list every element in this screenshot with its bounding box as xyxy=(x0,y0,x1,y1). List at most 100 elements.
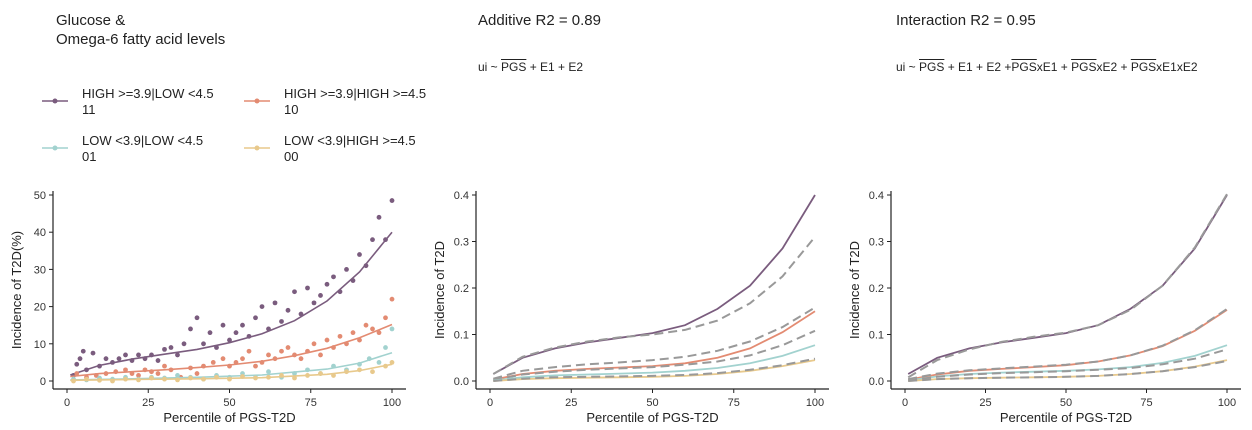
x-tick-label: 50 xyxy=(223,397,235,409)
data-point-11 xyxy=(279,319,284,324)
model-line-11 xyxy=(492,236,816,375)
legend-key-11 xyxy=(42,98,68,104)
legend-label-00: LOW <3.9|HIGH >=4.5 xyxy=(284,133,416,148)
formula-prefix: ui ~ xyxy=(478,60,502,74)
legend-label-11: HIGH >=3.9|LOW <4.5 xyxy=(82,86,214,101)
data-point-11 xyxy=(305,285,310,291)
data-point-10 xyxy=(389,296,395,302)
data-point-10 xyxy=(266,352,271,358)
panel-additive: Additive R2 = 0.89 ui ~ PGS + E1 + E2 0.… xyxy=(420,0,840,430)
data-point-01 xyxy=(175,373,180,378)
data-point-10 xyxy=(337,333,343,339)
formula-pgs-3: PGS xyxy=(1071,60,1097,74)
data-point-11 xyxy=(233,330,239,336)
panel-title-interaction: Interaction R2 = 0.95 xyxy=(896,12,1036,29)
panel-interaction: Interaction R2 = 0.95 ui ~ PGS + E1 + E2… xyxy=(836,0,1252,430)
data-point-11 xyxy=(175,352,180,358)
data-point-11 xyxy=(227,337,232,343)
data-point-10 xyxy=(253,363,258,369)
formula-additive: ui ~ PGS + E1 + E2 xyxy=(478,60,583,74)
formula-part2: xE1 + xyxy=(1036,60,1072,74)
formula-part3: xE2 + xyxy=(1096,60,1131,74)
legend-key-00 xyxy=(244,145,270,151)
x-tick-label: 75 xyxy=(305,397,317,409)
data-point-11 xyxy=(253,315,258,321)
y-tick-label: 0.0 xyxy=(869,376,884,388)
data-point-10 xyxy=(220,356,226,362)
x-axis-label: Percentile of PGS-T2D xyxy=(163,410,295,425)
data-point-10 xyxy=(210,360,216,365)
y-axis-label: Incidence of T2D xyxy=(432,241,447,339)
data-point-10 xyxy=(363,322,369,328)
data-point-10 xyxy=(279,348,284,354)
data-point-11 xyxy=(201,341,206,347)
data-point-11 xyxy=(324,281,330,287)
data-point-10 xyxy=(194,371,200,376)
data-point-11 xyxy=(370,237,375,243)
data-point-11 xyxy=(80,348,86,354)
data-point-11 xyxy=(90,350,96,356)
data-point-00 xyxy=(188,375,193,381)
data-point-11 xyxy=(155,358,161,363)
data-point-11 xyxy=(77,356,83,362)
legend-code-11: 11 xyxy=(82,102,96,117)
legend-item-11: HIGH >=3.9|LOW <4.5 11 xyxy=(40,86,250,126)
data-point-10 xyxy=(155,371,161,376)
x-tick-label: 0 xyxy=(902,397,908,409)
data-point-11 xyxy=(220,322,226,328)
y-tick-label: 0.4 xyxy=(454,190,469,202)
y-tick-label: 0.3 xyxy=(454,237,469,249)
legend-label-01: LOW <3.9|LOW <4.5 xyxy=(82,133,204,148)
data-point-11 xyxy=(123,352,128,358)
legend-item-01: LOW <3.9|LOW <4.5 01 xyxy=(40,133,250,173)
data-point-11 xyxy=(103,356,109,362)
data-point-10 xyxy=(123,367,128,373)
data-point-11 xyxy=(318,293,323,298)
fit-line-10 xyxy=(70,323,393,378)
data-point-10 xyxy=(376,330,382,336)
data-point-11 xyxy=(285,307,291,313)
data-point-10 xyxy=(285,345,291,350)
data-point-11 xyxy=(272,300,278,306)
legend-key-10 xyxy=(244,98,270,104)
observed-line-11 xyxy=(492,194,816,375)
data-point-11 xyxy=(181,341,187,347)
x-tick-label: 50 xyxy=(646,397,658,409)
model-line-10 xyxy=(908,308,1228,381)
x-tick-label: 75 xyxy=(1140,397,1152,409)
data-point-11 xyxy=(188,326,193,332)
y-tick-label: 0.3 xyxy=(869,237,884,249)
observed-line-01 xyxy=(493,344,816,382)
data-point-10 xyxy=(383,315,388,321)
formula-part1: + E1 + E2 + xyxy=(944,60,1012,74)
data-point-00 xyxy=(389,360,395,365)
x-axis-label: Percentile of PGS-T2D xyxy=(586,410,718,425)
y-tick-label: 30 xyxy=(34,264,46,276)
x-tick-label: 25 xyxy=(565,397,577,409)
y-tick-label: 0.1 xyxy=(869,330,884,342)
x-tick-label: 0 xyxy=(64,397,70,409)
data-point-11 xyxy=(357,252,362,257)
data-point-11 xyxy=(389,198,395,203)
y-tick-label: 0.2 xyxy=(869,283,884,295)
data-point-10 xyxy=(136,373,141,378)
panel-title-line1: Glucose & xyxy=(56,12,126,29)
data-point-11 xyxy=(240,322,245,328)
panel-glucose-omega6: Glucose & Omega-6 fatty acid levels HIGH… xyxy=(0,0,426,430)
data-point-10 xyxy=(350,330,356,336)
data-point-10 xyxy=(370,326,375,332)
data-point-11 xyxy=(168,345,174,350)
data-point-01 xyxy=(389,326,395,332)
x-tick-label: 100 xyxy=(383,397,401,409)
legend-key-01 xyxy=(42,145,68,151)
y-axis-label: Incidence of T2D xyxy=(847,241,862,339)
x-tick-label: 100 xyxy=(806,397,824,409)
data-point-10 xyxy=(318,352,323,358)
observed-line-11 xyxy=(907,194,1228,375)
data-point-10 xyxy=(246,348,252,354)
formula-prefix: ui ~ xyxy=(896,60,920,74)
data-point-11 xyxy=(207,330,213,336)
data-point-11 xyxy=(259,304,265,309)
model-line-01 xyxy=(493,329,816,382)
chart-additive-lines: 0.0 0.1 0.2 0.3 0.4 0 25 50 75 100 Percentile of P… xyxy=(432,190,829,425)
